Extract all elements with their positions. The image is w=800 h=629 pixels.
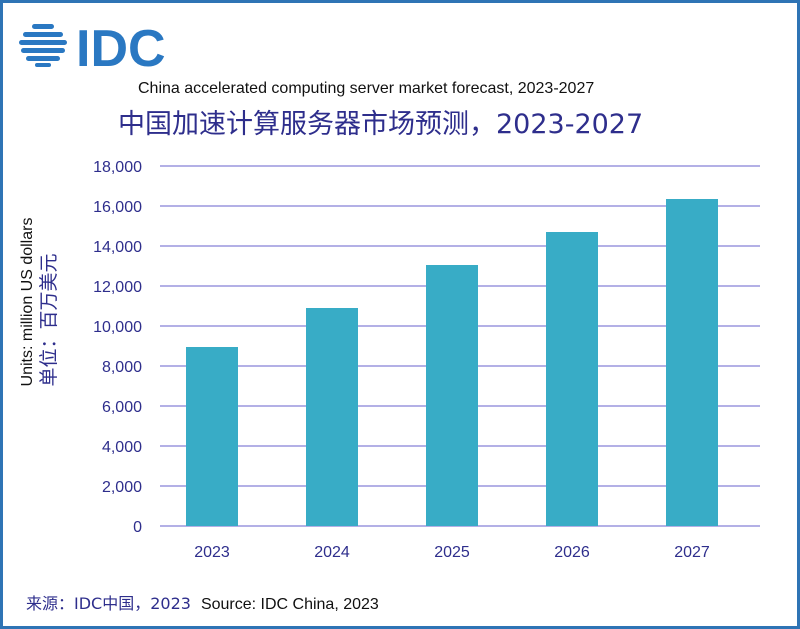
y-tick-label: 8,000 xyxy=(102,359,142,376)
y-tick-label: 12,000 xyxy=(93,279,142,296)
chart-title-zh: 中国加速计算服务器市场预测，2023-2027 xyxy=(118,109,644,140)
bar-2024 xyxy=(306,308,358,526)
idc-logo: IDC xyxy=(19,20,166,70)
x-tick-label: 2027 xyxy=(674,544,710,561)
y-tick-label: 2,000 xyxy=(102,479,142,496)
y-tick-label: 16,000 xyxy=(93,199,142,216)
chart-title-en: China accelerated computing server marke… xyxy=(138,80,595,97)
x-tick-label: 2025 xyxy=(434,544,470,561)
bar-2026 xyxy=(546,232,598,526)
y-tick-label: 10,000 xyxy=(93,319,142,336)
y-tick-label: 18,000 xyxy=(93,159,142,176)
bar-2025 xyxy=(426,265,478,526)
y-tick-label: 4,000 xyxy=(102,439,142,456)
source-en: Source: IDC China, 2023 xyxy=(200,596,379,613)
x-tick-label: 2023 xyxy=(194,544,230,561)
x-tick-label: 2024 xyxy=(314,544,350,561)
y-axis-label-en: Units: million US dollars xyxy=(19,218,36,387)
bar-2027 xyxy=(666,199,718,526)
y-tick-label: 0 xyxy=(133,519,142,536)
y-tick-label: 6,000 xyxy=(102,399,142,416)
x-tick-label: 2026 xyxy=(554,544,590,561)
y-tick-label: 14,000 xyxy=(93,239,142,256)
bar-2023 xyxy=(186,347,238,526)
source-note: 来源：IDC中国，2023 Source: IDC China, 2023 xyxy=(26,590,379,614)
source-zh: 来源：IDC中国，2023 xyxy=(26,594,191,613)
y-axis-label-zh: 单位：百万美元 xyxy=(38,253,60,386)
logo-text: IDC xyxy=(76,20,166,70)
